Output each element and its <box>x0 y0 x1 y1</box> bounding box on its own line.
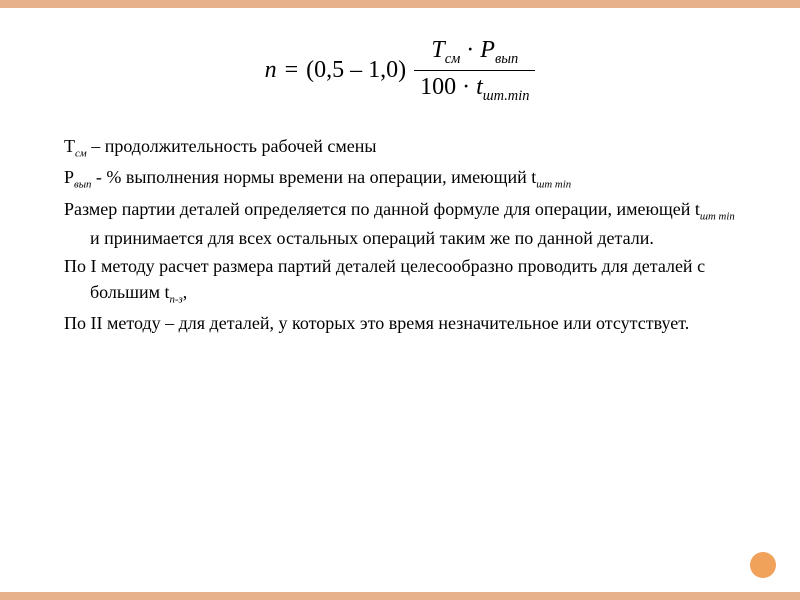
formula-numerator: Тсм · Рвып <box>425 36 524 68</box>
def2-text: - % выполнения нормы времени на операции… <box>91 167 536 187</box>
formula-coef: (0,5 – 1,0) <box>306 56 406 85</box>
formula-equals: = <box>285 56 299 85</box>
body-p2: По I методу расчет размера партий детале… <box>64 253 736 308</box>
def1-var: Т <box>64 136 75 156</box>
definitions: Тсм – продолжительность рабочей смены Рв… <box>64 133 736 193</box>
num-dot: · <box>466 37 474 63</box>
accent-border-bottom <box>0 592 800 600</box>
def1-text: – продолжительность рабочей смены <box>87 136 377 156</box>
p1-a: Размер партии деталей определяется по да… <box>64 199 700 219</box>
p2-a: По I методу расчет размера партий детале… <box>64 256 705 302</box>
def2-sub: вып <box>74 179 91 191</box>
def2-sub2: шт min <box>536 179 571 191</box>
p2-sub: п-з <box>170 294 183 306</box>
def-line-2: Рвып - % выполнения нормы времени на опе… <box>64 164 736 193</box>
den-const: 100 <box>420 74 456 100</box>
body-p3: По II методу – для деталей, у которых эт… <box>64 310 736 336</box>
p2-b: , <box>183 282 188 302</box>
body-p1: Размер партии деталей определяется по да… <box>64 196 736 251</box>
body-text: Размер партии деталей определяется по да… <box>64 196 736 337</box>
formula: n = (0,5 – 1,0) Тсм · Рвып 100 · tшт.min <box>64 36 736 105</box>
num-sub1: см <box>445 51 461 67</box>
formula-fraction: Тсм · Рвып 100 · tшт.min <box>414 36 535 105</box>
den-dot: · <box>462 74 470 100</box>
formula-lhs: n <box>265 56 277 85</box>
p1-b: и принимается для всех остальных операци… <box>90 228 654 248</box>
accent-border-top <box>0 0 800 8</box>
corner-circle-icon <box>750 552 776 578</box>
den-var: t <box>476 74 483 100</box>
num-var1: Т <box>431 37 444 63</box>
def-line-1: Тсм – продолжительность рабочей смены <box>64 133 736 162</box>
num-sub2: вып <box>495 51 518 67</box>
den-sub: шт.min <box>483 88 530 104</box>
slide-content: n = (0,5 – 1,0) Тсм · Рвып 100 · tшт.min… <box>0 0 800 362</box>
p1-sub: шт min <box>700 210 735 222</box>
formula-denominator: 100 · tшт.min <box>414 73 535 105</box>
def2-var: Р <box>64 167 74 187</box>
num-var2: Р <box>480 37 495 63</box>
fraction-bar <box>414 70 535 71</box>
def1-sub: см <box>75 148 87 160</box>
